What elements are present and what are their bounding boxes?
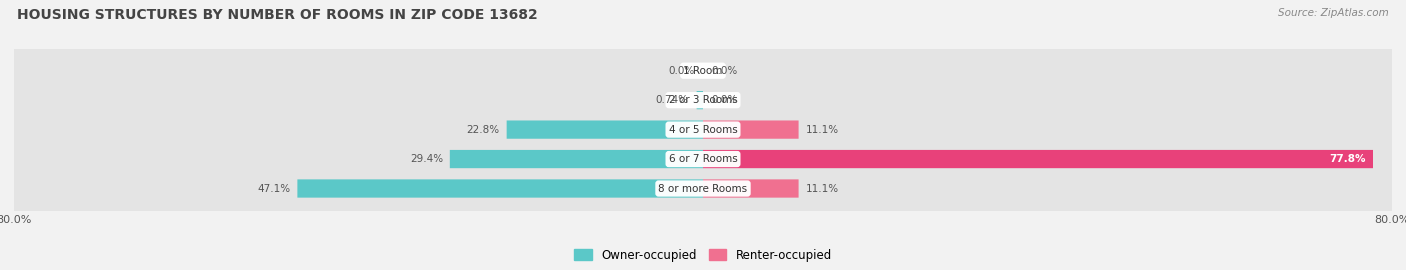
FancyBboxPatch shape [14,63,1392,138]
Text: 2 or 3 Rooms: 2 or 3 Rooms [669,95,737,105]
Text: 11.1%: 11.1% [806,184,838,194]
Text: 8 or more Rooms: 8 or more Rooms [658,184,748,194]
Text: 0.74%: 0.74% [655,95,688,105]
FancyBboxPatch shape [703,120,799,139]
Text: 4 or 5 Rooms: 4 or 5 Rooms [669,124,737,135]
Text: 11.1%: 11.1% [806,124,838,135]
Text: Source: ZipAtlas.com: Source: ZipAtlas.com [1278,8,1389,18]
FancyBboxPatch shape [703,179,799,198]
FancyBboxPatch shape [506,120,703,139]
Text: 29.4%: 29.4% [409,154,443,164]
Text: 1 Room: 1 Room [683,66,723,76]
FancyBboxPatch shape [703,150,1374,168]
FancyBboxPatch shape [298,179,703,198]
FancyBboxPatch shape [14,122,1392,197]
FancyBboxPatch shape [696,91,703,109]
FancyBboxPatch shape [14,33,1392,108]
FancyBboxPatch shape [14,151,1392,226]
Text: 6 or 7 Rooms: 6 or 7 Rooms [669,154,737,164]
Legend: Owner-occupied, Renter-occupied: Owner-occupied, Renter-occupied [569,244,837,266]
Text: 77.8%: 77.8% [1330,154,1367,164]
FancyBboxPatch shape [450,150,703,168]
Text: 22.8%: 22.8% [467,124,499,135]
Text: HOUSING STRUCTURES BY NUMBER OF ROOMS IN ZIP CODE 13682: HOUSING STRUCTURES BY NUMBER OF ROOMS IN… [17,8,537,22]
Text: 0.0%: 0.0% [668,66,695,76]
Text: 0.0%: 0.0% [711,95,738,105]
Text: 47.1%: 47.1% [257,184,291,194]
FancyBboxPatch shape [14,92,1392,167]
Text: 0.0%: 0.0% [711,66,738,76]
